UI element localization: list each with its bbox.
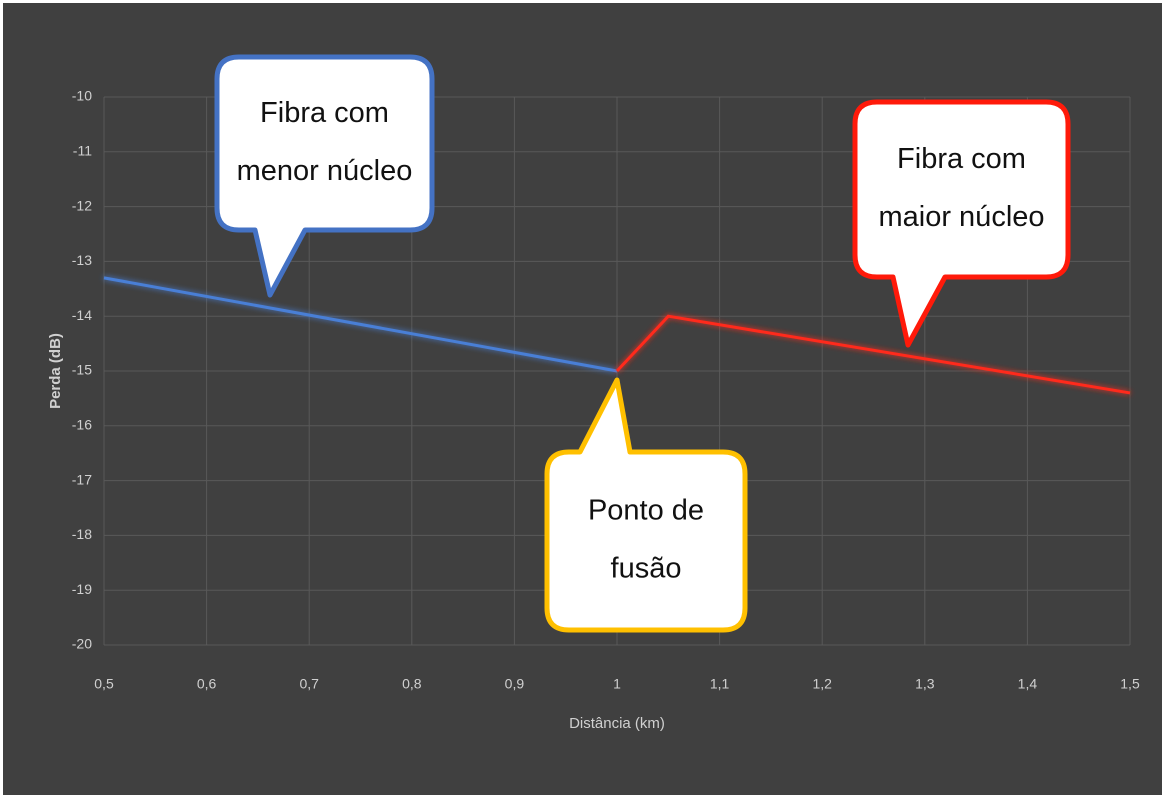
y-tick-label: -20	[72, 636, 92, 652]
data-line	[615, 314, 1131, 395]
y-tick-label: -17	[72, 471, 92, 487]
x-tick-label: 0,6	[197, 676, 217, 692]
y-tick-label: -11	[73, 143, 92, 159]
y-tick-label: -10	[72, 88, 92, 104]
y-tick-label: -18	[72, 526, 92, 542]
callout-text: Fibra com	[897, 143, 1026, 175]
x-tick-label: 1,2	[812, 676, 832, 692]
callout-text: maior núcleo	[878, 201, 1044, 233]
y-tick-label: -12	[72, 197, 92, 213]
x-tick-label: 1,1	[710, 676, 730, 692]
data-line	[103, 276, 618, 373]
y-tick-label: -16	[72, 417, 92, 433]
callout-text: Fibra com	[260, 97, 389, 129]
x-tick-label: 0,7	[299, 676, 319, 692]
callout-text: fusão	[611, 553, 682, 585]
x-tick-label: 1	[613, 676, 621, 692]
y-tick-label: -13	[72, 252, 92, 268]
y-tick-label: -19	[72, 581, 92, 597]
callout-text: menor núcleo	[237, 155, 413, 187]
callout-text: Ponto de	[588, 495, 704, 527]
x-tick-label: 0,5	[94, 676, 114, 692]
y-tick-label: -15	[72, 362, 92, 378]
x-tick-label: 1,5	[1120, 676, 1140, 692]
callout	[214, 54, 435, 298]
x-tick-label: 0,9	[505, 676, 525, 692]
x-axis-title: Distância (km)	[569, 715, 665, 732]
x-tick-label: 1,4	[1018, 676, 1038, 692]
y-tick-label: -14	[72, 307, 92, 323]
y-axis-title: Perda (dB)	[47, 333, 64, 409]
x-tick-label: 1,3	[915, 676, 935, 692]
callout	[544, 377, 748, 633]
callout	[852, 99, 1071, 348]
x-tick-label: 0,8	[402, 676, 422, 692]
